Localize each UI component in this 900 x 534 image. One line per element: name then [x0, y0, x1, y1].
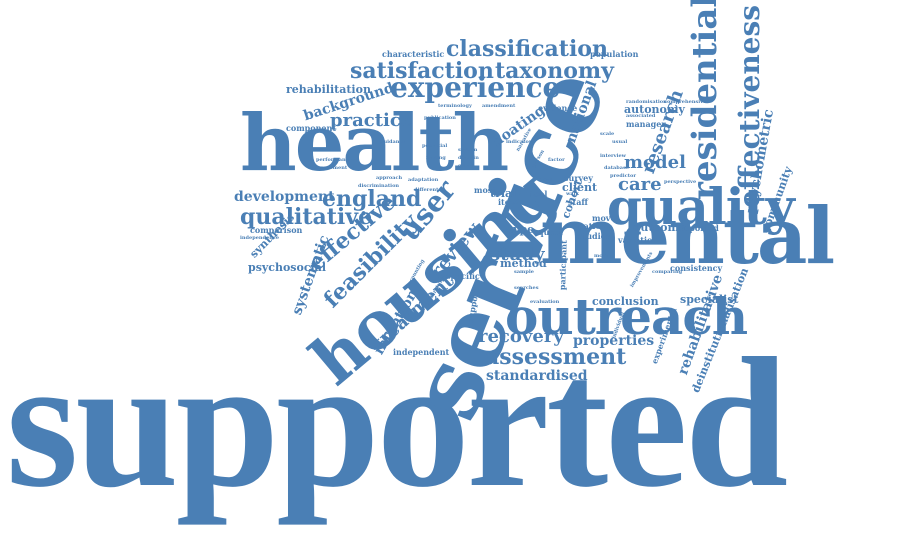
word-improvement: improvement	[310, 165, 348, 171]
word-searches: searches	[514, 285, 539, 291]
word-system: system	[458, 147, 478, 153]
word-database: database	[604, 165, 630, 171]
word-evidence: evidence	[538, 103, 578, 113]
word-sample: sample	[514, 269, 534, 275]
word-comprehensive: comprehensive	[664, 99, 707, 105]
word-approach: approach	[376, 175, 403, 181]
word-comparison: comparison	[250, 225, 303, 235]
word-move: move	[592, 213, 616, 223]
word-client: client	[562, 181, 598, 194]
word-studies: studies	[578, 231, 611, 241]
word-comparing: comparing	[652, 269, 683, 275]
word-randomisation: randomisation	[626, 99, 667, 105]
word-moving: moving	[594, 253, 615, 259]
word-quality: quality	[607, 177, 795, 236]
word-recovery: recovery	[478, 326, 564, 347]
word-england: england	[322, 186, 422, 212]
word-method: method	[500, 257, 547, 270]
word-study: study	[490, 244, 545, 265]
word-taxonomy: taxonomy	[495, 58, 614, 84]
word-specialist: specialist	[680, 293, 739, 306]
word-scale: scale	[600, 131, 615, 137]
word-autonomy: autonomy	[624, 103, 685, 116]
word-trial: trial	[490, 187, 517, 200]
word-finding: finding	[426, 155, 446, 161]
word-goal: goal	[540, 177, 552, 183]
word-assessment: assessment	[485, 344, 627, 370]
word-type: type	[508, 223, 535, 236]
word-item: item	[498, 197, 519, 207]
word-standardised: standardised	[486, 368, 588, 384]
word-outreach: outreach	[505, 287, 748, 346]
word-independent: independent	[393, 347, 450, 357]
word-factor: factor	[548, 157, 565, 163]
word-publication: publication	[424, 115, 456, 121]
word-walk: walk	[566, 191, 579, 197]
word-different: different	[414, 187, 439, 193]
word-satisfaction: satisfaction	[350, 58, 494, 84]
word-properties: properties	[573, 333, 655, 349]
word-rehabilitation: rehabilitation	[286, 83, 371, 96]
word-guidance: guidance	[380, 139, 406, 145]
word-practice: practice	[330, 110, 413, 131]
word-outcome: outcome	[633, 221, 687, 234]
word-staff: staff	[568, 197, 588, 207]
word-care: care	[618, 174, 662, 195]
word-survey: survey	[564, 173, 593, 183]
word-participant: participant	[557, 240, 569, 291]
word-conclusion: conclusion	[592, 295, 659, 308]
word-supported: supported	[6, 320, 788, 526]
word-adaptation: adaptation	[408, 177, 439, 183]
word-specific: specific	[446, 271, 480, 281]
word-perspective: perspective	[664, 179, 697, 185]
word-manager: manager	[626, 119, 666, 129]
word-health: health	[240, 98, 509, 189]
word-terminology: terminology	[438, 103, 472, 109]
word-usual: usual	[612, 139, 628, 145]
word-qualitative: qualitative	[240, 204, 373, 230]
word-discrimination: discrimination	[358, 183, 400, 189]
word-amendment: amendment	[482, 103, 516, 109]
word-predictor: predictor	[610, 173, 637, 179]
word-evaluation: evaluation	[530, 299, 560, 305]
word-psychosocial: psychosocial	[248, 261, 327, 274]
word-reported: reported	[680, 223, 719, 233]
word-variation: variation	[618, 235, 659, 245]
word-characteristic: characteristic	[382, 49, 445, 59]
word-systematic: systematic	[289, 233, 333, 318]
word-independence: independence	[240, 235, 280, 241]
word-classification: classification	[446, 36, 608, 62]
word-interview: interview	[600, 153, 626, 159]
word-group: group	[458, 163, 475, 169]
word-quest: quest	[538, 227, 563, 237]
word-most: most	[474, 185, 496, 195]
word-tool: tool	[530, 189, 548, 199]
word-indicator: indicator	[506, 139, 532, 145]
word-performance: performance	[316, 157, 352, 163]
word-patient: patient	[578, 221, 611, 231]
word-mental: mental	[540, 191, 835, 282]
word-domain: domain	[458, 155, 479, 161]
word-population: population	[590, 49, 639, 59]
word-consistency: consistency	[670, 263, 723, 273]
word-model: model	[624, 152, 686, 173]
word-experience: experience	[390, 71, 561, 104]
word-development: development	[234, 189, 335, 205]
word-potential: potential	[422, 143, 448, 149]
word-associated: associated	[626, 113, 656, 119]
word-component: component	[286, 123, 337, 133]
